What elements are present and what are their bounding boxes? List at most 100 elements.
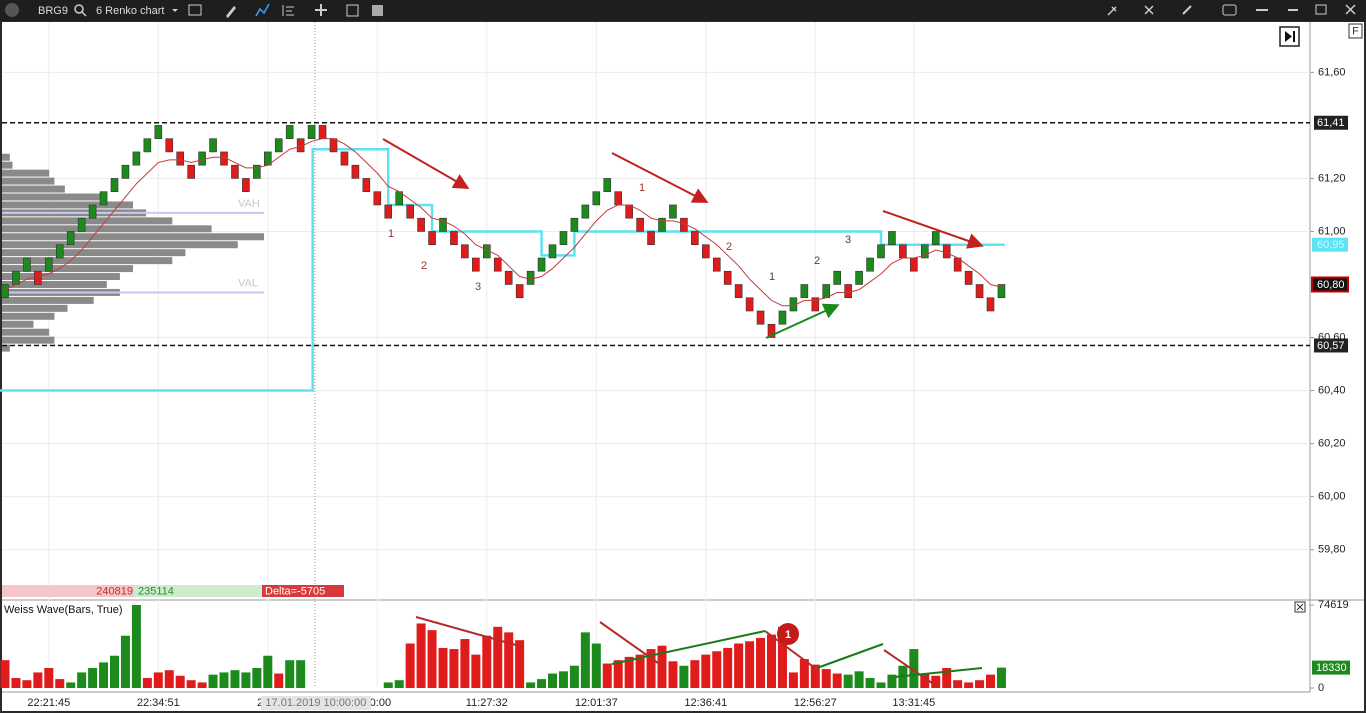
volume-bar (460, 639, 470, 688)
profile-bar (2, 336, 55, 344)
tools-icon[interactable] (1107, 6, 1117, 16)
last-volume-label: 18330 (1316, 662, 1347, 674)
trend-arrows: 1 (382, 138, 984, 686)
restore-icon[interactable] (1315, 4, 1327, 15)
volume-bar (197, 682, 207, 688)
volume-bar (854, 671, 864, 688)
volume-bar (120, 635, 130, 688)
volume-bar (55, 679, 65, 688)
candle-body (526, 270, 535, 285)
candle-body (899, 244, 907, 259)
candle-body (439, 217, 447, 232)
candle-body (734, 284, 743, 299)
profile-bar (2, 225, 212, 233)
volume-bar (405, 643, 415, 688)
candle-body (198, 151, 206, 166)
candle-body (614, 191, 623, 206)
indicator-icon[interactable] (255, 3, 270, 17)
volume-bar (788, 672, 798, 688)
chart-type[interactable]: 6 Renko chart (96, 5, 164, 17)
y-tick-label: 60,40 (1318, 384, 1346, 396)
volume-trend (415, 616, 524, 648)
candle-body (855, 270, 863, 285)
y-tick-label: 61,00 (1318, 225, 1346, 237)
draw-icon[interactable] (226, 6, 236, 18)
profile-bar (2, 233, 264, 241)
volume-trend (611, 630, 766, 665)
crosshair-badge (260, 696, 371, 710)
profile-bar (2, 312, 55, 320)
volume-bar (416, 623, 426, 688)
candle-body (285, 125, 294, 139)
volume-bar (99, 662, 109, 688)
x-tick-label: 12:36:41 (684, 697, 727, 709)
link-icon[interactable] (1182, 5, 1192, 15)
volume-bar (602, 663, 612, 688)
volume-bar (11, 677, 21, 688)
candle-body (66, 231, 75, 246)
candle-body (318, 125, 327, 139)
search-icon[interactable] (74, 4, 84, 14)
candle-body (77, 217, 86, 232)
profile-bar (2, 304, 68, 312)
volume-trend (894, 667, 983, 678)
ma-line (4, 138, 1002, 307)
candle-body (745, 297, 754, 312)
list-icon[interactable] (282, 5, 294, 16)
volume-bar (482, 635, 492, 688)
symbol[interactable]: BRG9 (38, 5, 68, 17)
close-icon[interactable] (1345, 4, 1356, 15)
volume-bar (230, 670, 240, 688)
candle-body (778, 310, 787, 325)
volume-bar (504, 632, 514, 688)
candle-body (559, 231, 568, 246)
template-icon[interactable] (188, 4, 202, 16)
candle-body (504, 270, 513, 285)
volume-bar (767, 634, 776, 688)
volume-bar (931, 675, 941, 688)
volume-bar (876, 682, 886, 688)
wave-count: 1 (388, 228, 394, 240)
candle-body (406, 204, 414, 219)
candle-body (351, 164, 360, 179)
candle-body (669, 204, 677, 219)
volume-trend (883, 649, 936, 686)
volume-bar (953, 680, 963, 688)
logo[interactable] (5, 3, 19, 17)
candle-body (12, 270, 20, 285)
level-label: 60,57 (1317, 340, 1345, 352)
camera-icon[interactable] (1222, 4, 1237, 16)
panel-icon[interactable] (372, 5, 383, 16)
candle-body (44, 257, 53, 272)
magnet-icon[interactable] (1144, 5, 1154, 15)
candle-body (603, 178, 612, 192)
candle-body (143, 138, 152, 153)
search-icon (81, 11, 87, 17)
level-label: 61,41 (1317, 117, 1345, 129)
pane-close-icon (1296, 603, 1304, 611)
wave-count: 1 (639, 182, 645, 194)
arrow (765, 303, 840, 339)
price-badge-label: 60,95 (1317, 239, 1345, 251)
candle-body (34, 270, 42, 285)
ask-bar (134, 585, 262, 597)
volume-bar (0, 660, 10, 688)
volume-bar (515, 640, 525, 688)
wave-count: 1 (769, 271, 775, 283)
volume-bar (449, 649, 459, 688)
y2-tick-label: 0 (1318, 682, 1324, 694)
wave-count: 3 (475, 281, 481, 293)
profile-bar (2, 201, 133, 209)
candle-body (88, 204, 97, 219)
volume-bar (745, 641, 755, 688)
candle-body (515, 284, 524, 299)
level-badge (1314, 338, 1348, 353)
profile-bar (2, 169, 50, 177)
window-icon[interactable] (346, 4, 359, 17)
volume-bar (296, 660, 306, 688)
crosshair-icon[interactable] (315, 4, 327, 16)
profile-bar (2, 280, 107, 288)
f-button[interactable] (1348, 23, 1363, 39)
candle-body (121, 164, 130, 179)
candle-body (55, 244, 64, 259)
